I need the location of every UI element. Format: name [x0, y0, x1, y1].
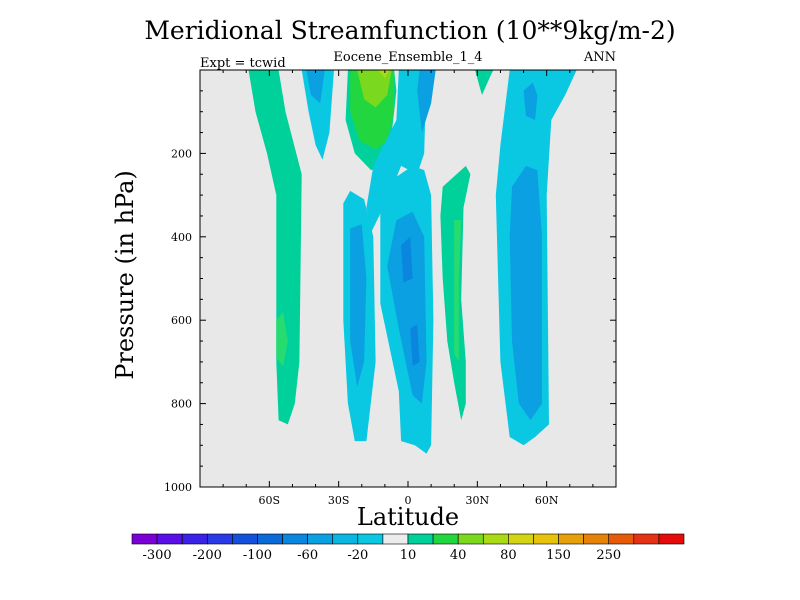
x-axis-label: Latitude	[356, 503, 460, 531]
colorbar-swatch	[608, 533, 635, 545]
y-tick-label: 800	[171, 398, 192, 411]
colorbar-swatch	[282, 533, 308, 545]
experiment-label: Expt = tcwid	[200, 56, 286, 71]
contour-region-17	[454, 220, 462, 362]
colorbar-swatch	[156, 533, 183, 545]
x-tick-label: 60N	[535, 494, 559, 507]
axes: 60S 30S 0 30N 60N 200 400 600 800 1000	[164, 69, 617, 507]
contour-region-15	[410, 324, 420, 367]
colorbar-label: -200	[193, 548, 222, 563]
colorbar-swatch	[307, 533, 334, 545]
colorbar-swatch	[332, 533, 359, 545]
contour-region-1	[276, 311, 288, 367]
contour-region-2	[301, 70, 334, 160]
chart-subtitle: Eocene_Ensemble_1_4	[333, 50, 483, 65]
contour-region-3	[306, 70, 325, 104]
colorbar-swatch	[232, 533, 258, 545]
colorbar-swatch	[257, 533, 283, 545]
season-label: ANN	[583, 50, 616, 65]
contour-region-8	[366, 70, 427, 233]
x-tick-label: 0	[405, 494, 412, 507]
y-tick-label: 600	[171, 314, 192, 327]
colorbar-label: 80	[500, 548, 517, 563]
x-tick-label: 60S	[259, 494, 281, 507]
contour-region-20	[523, 82, 538, 120]
colorbar-swatch	[131, 533, 158, 545]
colorbar-swatch	[432, 533, 459, 545]
contour-region-0	[248, 70, 302, 425]
colorbar-label: -100	[243, 548, 272, 563]
contour-region-21	[509, 165, 542, 421]
contour-region-9	[417, 70, 436, 133]
y-tick-label: 1000	[164, 481, 192, 494]
colorbar-label: -20	[347, 548, 368, 563]
contour-region-11	[350, 224, 367, 387]
contour-region-18	[475, 70, 494, 95]
colorbar-swatch	[583, 533, 610, 545]
colorbar-swatch	[482, 533, 509, 545]
colorbar-label: 10	[400, 548, 417, 563]
colorbar-label: -300	[142, 548, 171, 563]
contour-region-14	[401, 236, 413, 283]
x-tick-label: 30S	[328, 494, 350, 507]
y-tick-label: 400	[171, 231, 192, 244]
colorbar-swatch	[407, 533, 434, 545]
colorbar-label: 150	[546, 548, 571, 563]
colorbar-swatch	[658, 533, 685, 545]
colorbar: -300 -200 -100 -60 -20 10 40 80 150 250	[131, 533, 685, 563]
chart-title: Meridional Streamfunction (10**9kg/m-2)	[144, 16, 676, 45]
colorbar-swatch	[457, 533, 484, 545]
colorbar-label: 250	[596, 548, 621, 563]
colorbar-swatch	[533, 533, 559, 545]
y-tick-label: 200	[171, 147, 192, 160]
x-tick-label: 30N	[466, 494, 490, 507]
plot-area	[200, 70, 616, 487]
colorbar-swatch	[206, 533, 233, 545]
colorbar-swatch	[181, 533, 208, 545]
colorbar-swatch	[508, 533, 534, 545]
colorbar-label: 40	[450, 548, 467, 563]
colorbar-swatch	[357, 533, 384, 545]
colorbar-swatch	[382, 533, 409, 545]
colorbar-label: -60	[297, 548, 318, 563]
colorbar-swatch	[558, 533, 584, 545]
contour-region-7	[378, 70, 390, 79]
contour-region-6	[357, 70, 392, 108]
colorbar-swatch	[633, 533, 660, 545]
